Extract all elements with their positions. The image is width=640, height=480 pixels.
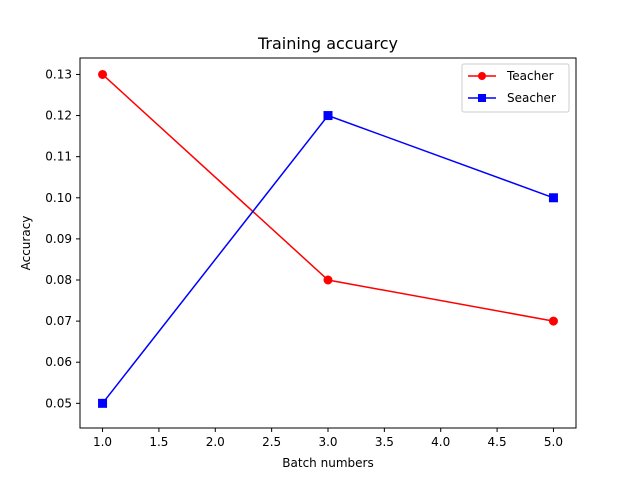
teacher-legend-marker bbox=[478, 72, 486, 80]
teacher-data-point bbox=[323, 275, 333, 285]
y-tick-label: 0.13 bbox=[45, 67, 72, 81]
legend: Teacher Seacher bbox=[461, 63, 570, 113]
y-tick-label: 0.05 bbox=[45, 396, 72, 410]
x-tick-label: 3.0 bbox=[318, 435, 337, 449]
seacher-data-point bbox=[548, 193, 558, 203]
teacher-legend-label: Teacher bbox=[506, 69, 554, 83]
x-tick-label: 4.5 bbox=[488, 435, 507, 449]
seacher-data-point bbox=[98, 398, 108, 408]
x-tick-label: 1.0 bbox=[93, 435, 112, 449]
x-tick-label: 3.5 bbox=[375, 435, 394, 449]
y-tick-label: 0.12 bbox=[45, 109, 72, 123]
y-tick-label: 0.09 bbox=[45, 232, 72, 246]
x-tick-label: 2.0 bbox=[206, 435, 225, 449]
y-tick-label: 0.06 bbox=[45, 355, 72, 369]
teacher-data-point bbox=[548, 316, 558, 326]
x-tick-label: 4.0 bbox=[431, 435, 450, 449]
seacher-data-point bbox=[323, 111, 333, 121]
seacher-legend-label: Seacher bbox=[507, 91, 556, 105]
y-tick-label: 0.08 bbox=[45, 273, 72, 287]
x-tick-label: 2.5 bbox=[262, 435, 281, 449]
x-tick-label: 5.0 bbox=[544, 435, 563, 449]
chart-title: Training accuarcy bbox=[257, 34, 398, 53]
x-axis-label: Batch numbers bbox=[282, 456, 373, 470]
y-tick-label: 0.11 bbox=[45, 150, 72, 164]
x-tick-label: 1.5 bbox=[149, 435, 168, 449]
y-tick-label: 0.07 bbox=[45, 314, 72, 328]
seacher-legend-marker bbox=[478, 94, 486, 102]
teacher-data-point bbox=[98, 69, 108, 79]
y-axis-label: Accuracy bbox=[19, 216, 33, 271]
y-tick-label: 0.10 bbox=[45, 191, 72, 205]
